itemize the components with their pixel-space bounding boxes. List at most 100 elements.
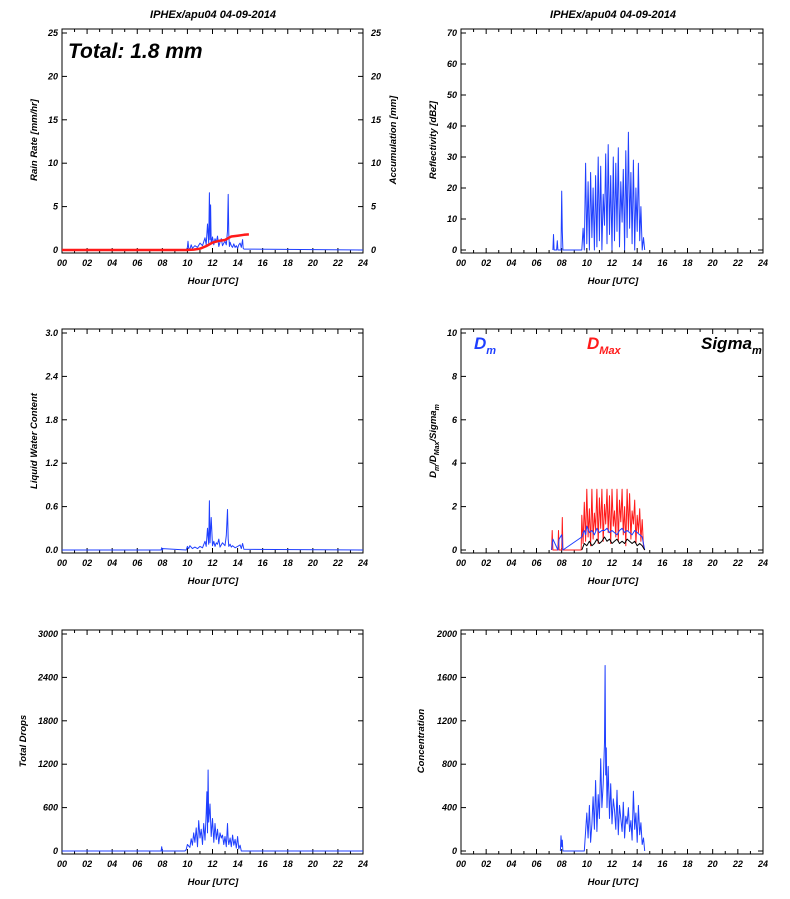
x-tick-label: 02 xyxy=(481,558,491,568)
x-tick-label: 10 xyxy=(182,258,192,268)
y-axis-label: Rain Rate [mm/hr] xyxy=(29,98,40,181)
x-tick-label: 16 xyxy=(657,558,668,568)
legend-dm: Dm xyxy=(474,334,496,357)
x-tick-label: 00 xyxy=(57,258,67,268)
series-line-2 xyxy=(581,536,646,551)
y-tick-label-right: 15 xyxy=(371,115,382,125)
y-tick-label: 600 xyxy=(43,803,58,813)
y-tick-label: 1200 xyxy=(437,716,457,726)
x-tick-label: 18 xyxy=(283,258,293,268)
x-tick-label: 08 xyxy=(157,558,167,568)
x-tick-label: 10 xyxy=(582,859,592,869)
y-tick-label: 50 xyxy=(447,90,457,100)
legend-sigma-main: Sigma xyxy=(701,334,752,353)
x-tick-label: 14 xyxy=(233,859,243,869)
y-axis-label: Concentration xyxy=(416,709,427,774)
x-tick-label: 16 xyxy=(258,558,269,568)
legend-dm-main: D xyxy=(474,334,486,353)
y-tick-label: 800 xyxy=(442,759,457,769)
x-tick-label: 20 xyxy=(707,558,718,568)
x-axis-label: Hour [UTC] xyxy=(188,576,239,587)
y-axis-label: Dm/DMax/Sigmam xyxy=(428,404,441,478)
x-axis-label: Hour [UTC] xyxy=(188,877,239,888)
series-line-0 xyxy=(62,769,363,852)
x-tick-label: 16 xyxy=(258,859,269,869)
y-tick-label-right: 5 xyxy=(371,202,377,212)
x-tick-label: 00 xyxy=(456,558,466,568)
series-line-1 xyxy=(551,525,646,551)
x-tick-label: 16 xyxy=(657,258,668,268)
x-tick-label: 00 xyxy=(57,558,67,568)
total-annotation: Total: 1.8 mm xyxy=(68,40,203,63)
y-tick-label: 1.8 xyxy=(45,415,58,425)
x-tick-label: 10 xyxy=(182,859,192,869)
x-tick-label: 24 xyxy=(357,859,368,869)
y-label-sep-2: /Sigma xyxy=(428,410,439,442)
x-tick-label: 10 xyxy=(582,558,592,568)
legend-sigma: Sigmam xyxy=(701,334,762,357)
y-label-dmax-sub: Max xyxy=(434,440,441,455)
x-tick-label: 22 xyxy=(732,558,743,568)
y-tick-label: 3000 xyxy=(38,629,58,639)
y-tick-label: 4 xyxy=(451,458,457,468)
x-tick-label: 24 xyxy=(357,558,368,568)
series-line-0 xyxy=(551,488,646,551)
y-tick-label: 0 xyxy=(53,846,58,856)
x-tick-label: 22 xyxy=(332,859,343,869)
x-tick-label: 20 xyxy=(307,258,318,268)
y-tick-label: 2.4 xyxy=(44,371,58,381)
y-tick-label: 5 xyxy=(53,202,59,212)
x-tick-label: 20 xyxy=(707,258,718,268)
x-axis-label: Hour [UTC] xyxy=(588,877,639,888)
y-tick-label: 0.0 xyxy=(45,545,58,555)
x-tick-label: 18 xyxy=(682,859,692,869)
x-tick-label: 14 xyxy=(233,258,243,268)
x-tick-label: 12 xyxy=(607,558,617,568)
y-axis-label-right: Accumulation [mm] xyxy=(388,95,399,186)
x-tick-label: 02 xyxy=(481,859,491,869)
x-tick-label: 08 xyxy=(157,859,167,869)
panel-total-drops: Total Drops Hour [UTC] 00 02 04 06 08 10 12 14 1… xyxy=(18,629,368,888)
y-axis-label: Liquid Water Content xyxy=(29,392,40,489)
y-tick-label: 0 xyxy=(452,846,457,856)
x-tick-label: 24 xyxy=(757,258,768,268)
y-tick-label: 1800 xyxy=(38,716,58,726)
y-tick-label: 10 xyxy=(447,214,457,224)
x-tick-label: 08 xyxy=(557,859,567,869)
panel-rain-rate: IPHEx/apu04 04-09-2014 Total: 1.8 mm Rai… xyxy=(29,9,399,287)
x-tick-label: 06 xyxy=(132,859,143,869)
x-tick-label: 12 xyxy=(207,859,217,869)
y-tick-label: 8 xyxy=(452,371,457,381)
y-tick-label-right: 0 xyxy=(371,245,376,255)
panel-liquid-water-content: Liquid Water Content Hour [UTC] 00 02 04 06… xyxy=(29,328,368,587)
panel-reflectivity: IPHEx/apu04 04-09-2014 Reflectivity [dBZ… xyxy=(428,9,768,287)
x-tick-label: 02 xyxy=(82,258,92,268)
x-tick-label: 14 xyxy=(233,558,243,568)
plot-frame xyxy=(61,328,364,554)
y-tick-label: 0 xyxy=(452,545,457,555)
x-tick-label: 24 xyxy=(757,558,768,568)
x-tick-label: 00 xyxy=(456,258,466,268)
y-tick-label-right: 25 xyxy=(370,28,382,38)
x-tick-label: 14 xyxy=(632,859,642,869)
x-tick-label: 12 xyxy=(607,859,617,869)
series-line-0 xyxy=(62,500,364,551)
x-tick-label: 18 xyxy=(283,558,293,568)
y-tick-label: 20 xyxy=(47,71,58,81)
x-tick-label: 00 xyxy=(456,859,466,869)
y-tick-label: 400 xyxy=(441,803,457,813)
y-tick-label-right: 10 xyxy=(371,158,381,168)
x-tick-label: 14 xyxy=(632,258,642,268)
x-axis-label: Hour [UTC] xyxy=(588,276,639,287)
y-tick-label: 3.0 xyxy=(45,328,58,338)
y-tick-label: 10 xyxy=(48,158,58,168)
legend-dm-sub: m xyxy=(486,345,496,357)
y-label-dm-sub: m xyxy=(434,465,441,471)
x-tick-label: 08 xyxy=(157,258,167,268)
x-axis-label: Hour [UTC] xyxy=(188,276,239,287)
y-tick-label: 0.6 xyxy=(45,502,59,512)
x-tick-label: 02 xyxy=(82,558,92,568)
y-tick-label: 40 xyxy=(446,121,457,131)
x-tick-label: 04 xyxy=(506,859,516,869)
x-tick-label: 04 xyxy=(107,258,117,268)
